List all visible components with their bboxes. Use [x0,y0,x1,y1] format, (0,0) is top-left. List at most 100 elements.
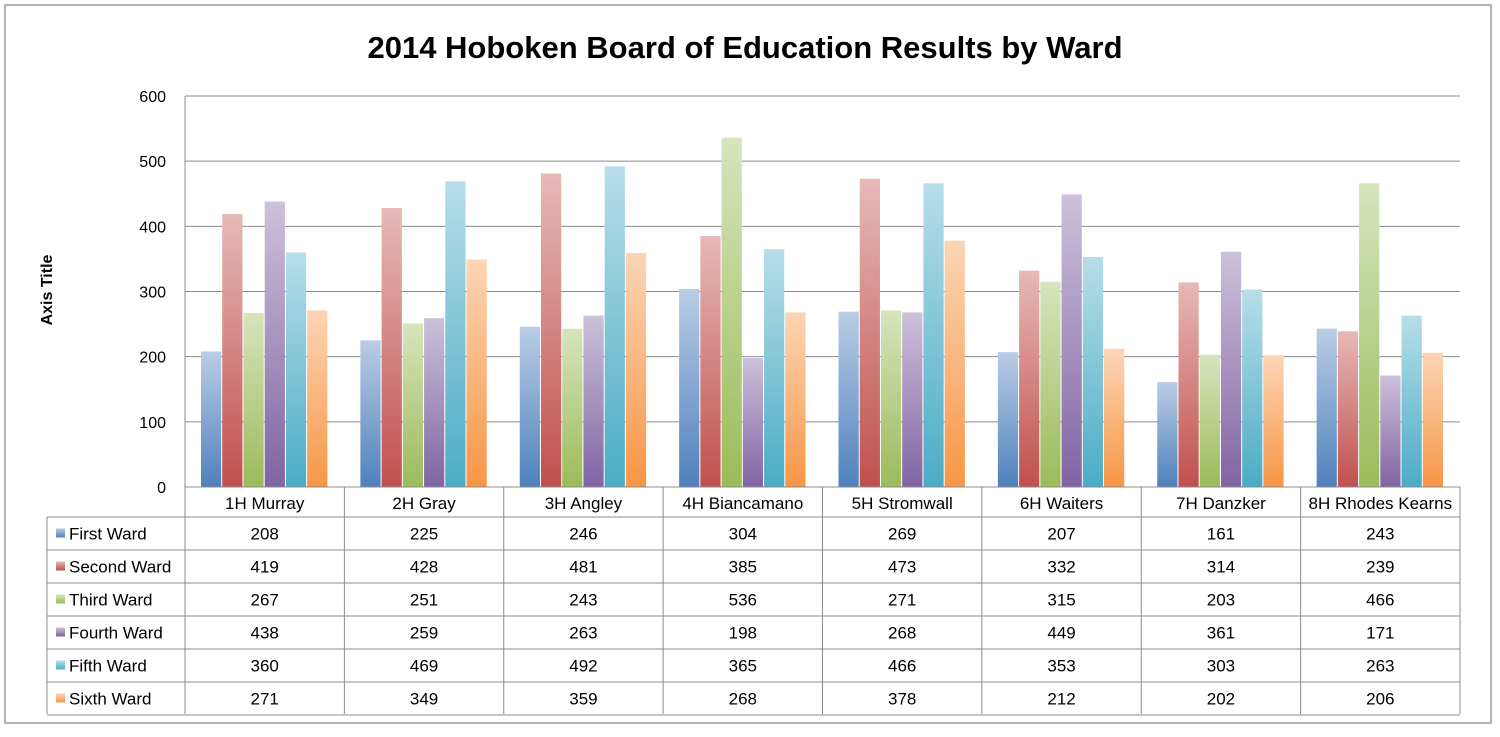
bar-third-ward [402,323,424,487]
bar-sixth-ward [1422,352,1443,487]
bar-fifth-ward [604,166,625,487]
bar-fourth-ward [264,201,285,487]
x-category-label: 8H Rhodes Kearns [1308,494,1452,513]
table-value-cell: 171 [1366,624,1394,643]
table-series-label: Fourth Ward [69,624,163,643]
bar-fourth-ward [1220,251,1242,487]
bar-first-ward [997,352,1019,487]
bar-third-ward [562,328,583,487]
bar-fourth-ward [1061,194,1082,487]
bar-first-ward [201,351,222,487]
chart-title: 2014 Hoboken Board of Education Results … [367,30,1122,65]
bar-first-ward [679,288,700,487]
bar-fifth-ward [285,252,307,487]
x-category-label: 3H Angley [545,494,623,513]
bar-second-ward [1019,270,1040,487]
table-value-cell: 239 [1366,558,1394,577]
table-value-cell: 378 [888,690,916,709]
table-series-label: First Ward [69,525,147,544]
bar-sixth-ward [785,312,806,487]
bar-fifth-ward [445,181,466,487]
table-value-cell: 349 [410,690,438,709]
table-value-cell: 303 [1207,657,1235,676]
table-series-label: Fifth Ward [69,657,147,676]
bar-sixth-ward [625,253,647,487]
legend-key-swatch [56,660,65,670]
bar-sixth-ward [1263,355,1284,487]
bar-second-ward [859,178,880,488]
table-value-cell: 268 [888,624,916,643]
bar-first-ward [519,326,540,487]
x-category-label: 7H Danzker [1176,494,1266,513]
table-value-cell: 304 [729,525,757,544]
bar-third-ward [1199,354,1220,487]
bar-first-ward [1316,328,1337,487]
x-category-label: 4H Biancamano [682,494,803,513]
table-value-cell: 473 [888,558,916,577]
table-value-cell: 314 [1207,558,1235,577]
bar-fourth-ward [1380,375,1401,487]
bar-fifth-ward [1082,256,1104,487]
bar-second-ward [381,208,402,487]
table-value-cell: 419 [251,558,279,577]
bar-second-ward [700,236,721,487]
legend-key-swatch [56,594,65,604]
table-value-cell: 271 [888,591,916,610]
table-value-cell: 202 [1207,690,1235,709]
table-value-cell: 206 [1366,690,1394,709]
bar-fifth-ward [764,249,785,487]
table-value-cell: 353 [1047,657,1075,676]
table-value-cell: 428 [410,558,438,577]
legend-key-swatch [56,528,65,538]
table-value-cell: 361 [1207,624,1235,643]
bar-first-ward [1157,382,1178,487]
table-value-cell: 271 [251,690,279,709]
bar-fifth-ward [923,183,944,487]
bar-first-ward [838,311,859,487]
bar-second-ward [1178,282,1199,487]
table-value-cell: 207 [1047,525,1075,544]
table-value-cell: 161 [1207,525,1235,544]
bar-third-ward [1359,183,1380,487]
table-value-cell: 246 [569,525,597,544]
y-axis-title: Axis Title [39,254,56,325]
table-value-cell: 198 [729,624,757,643]
bar-sixth-ward [944,240,965,487]
table-value-cell: 259 [410,624,438,643]
y-tick-label: 0 [157,480,166,497]
table-value-cell: 385 [729,558,757,577]
table-value-cell: 315 [1047,591,1075,610]
bar-fourth-ward [742,357,764,487]
bar-sixth-ward [307,310,328,487]
table-value-cell: 203 [1207,591,1235,610]
legend-key-swatch [56,693,65,703]
table-value-cell: 225 [410,525,438,544]
y-tick-label: 300 [139,285,166,302]
table-value-cell: 243 [1366,525,1394,544]
table-value-cell: 359 [569,690,597,709]
table-value-cell: 269 [888,525,916,544]
y-tick-label: 400 [139,219,166,236]
x-category-label: 1H Murray [225,494,305,513]
bars [201,137,1443,488]
bar-sixth-ward [466,259,487,487]
table-value-cell: 208 [251,525,279,544]
bar-sixth-ward [1104,348,1125,487]
x-category-label: 5H Stromwall [852,494,953,513]
bar-second-ward [540,173,562,487]
y-tick-label: 500 [139,154,166,171]
legend-key-swatch [56,561,65,571]
table-value-cell: 251 [410,591,438,610]
y-tick-label: 200 [139,350,166,367]
y-tick-label: 600 [139,89,166,106]
table-value-cell: 360 [251,657,279,676]
bar-first-ward [360,340,381,487]
y-axis-ticks: 0 100 200 300 400 500 600 [139,89,166,497]
table-value-cell: 263 [1366,657,1394,676]
table-value-cell: 267 [251,591,279,610]
bar-fifth-ward [1401,315,1422,487]
x-category-label: 2H Gray [392,494,456,513]
table-value-cell: 481 [569,558,597,577]
bar-third-ward [721,137,742,487]
